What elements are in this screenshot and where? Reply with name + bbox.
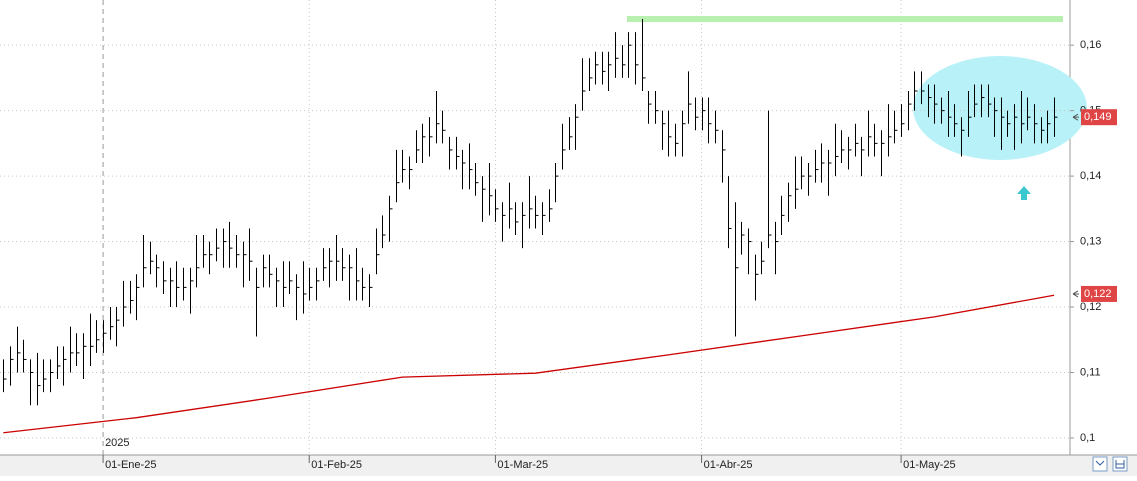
price-label-box <box>1081 109 1117 126</box>
price-label: 0,122 <box>1084 288 1112 300</box>
x-tick-label: 01-Ene-25 <box>105 459 156 471</box>
y-tick-label: 0,1 <box>1080 432 1095 444</box>
y-tick-label: 0,14 <box>1080 170 1101 182</box>
y-tick-label: 0,13 <box>1080 235 1101 247</box>
price-marker <box>1072 290 1079 298</box>
price-label-box <box>1081 285 1117 302</box>
icon <box>1115 460 1125 469</box>
moving-average <box>3 294 1055 434</box>
price-label: 0,149 <box>1084 111 1112 123</box>
x-tick-label: 01-Abr-25 <box>704 459 753 471</box>
highlight-ellipse <box>913 56 1087 160</box>
x-tick-label: 01-Mar-25 <box>497 459 548 471</box>
x-tick-label: 01-May-25 <box>903 459 956 471</box>
x-tick-label: 01-Feb-25 <box>311 459 362 471</box>
arrow-up <box>1017 186 1031 200</box>
scroll-button[interactable] <box>1092 456 1108 472</box>
year-label: 2025 <box>105 437 129 449</box>
plot: 0,10,110,120,130,140,150,1601-Ene-2501-F… <box>0 0 1117 471</box>
price-marker <box>1072 113 1079 121</box>
y-tick-label: 0,16 <box>1080 39 1101 51</box>
icon <box>1095 460 1105 466</box>
y-tick-label: 0,12 <box>1080 301 1101 313</box>
x-axis-band <box>0 455 1137 476</box>
y-tick-label: 0,11 <box>1080 366 1101 378</box>
